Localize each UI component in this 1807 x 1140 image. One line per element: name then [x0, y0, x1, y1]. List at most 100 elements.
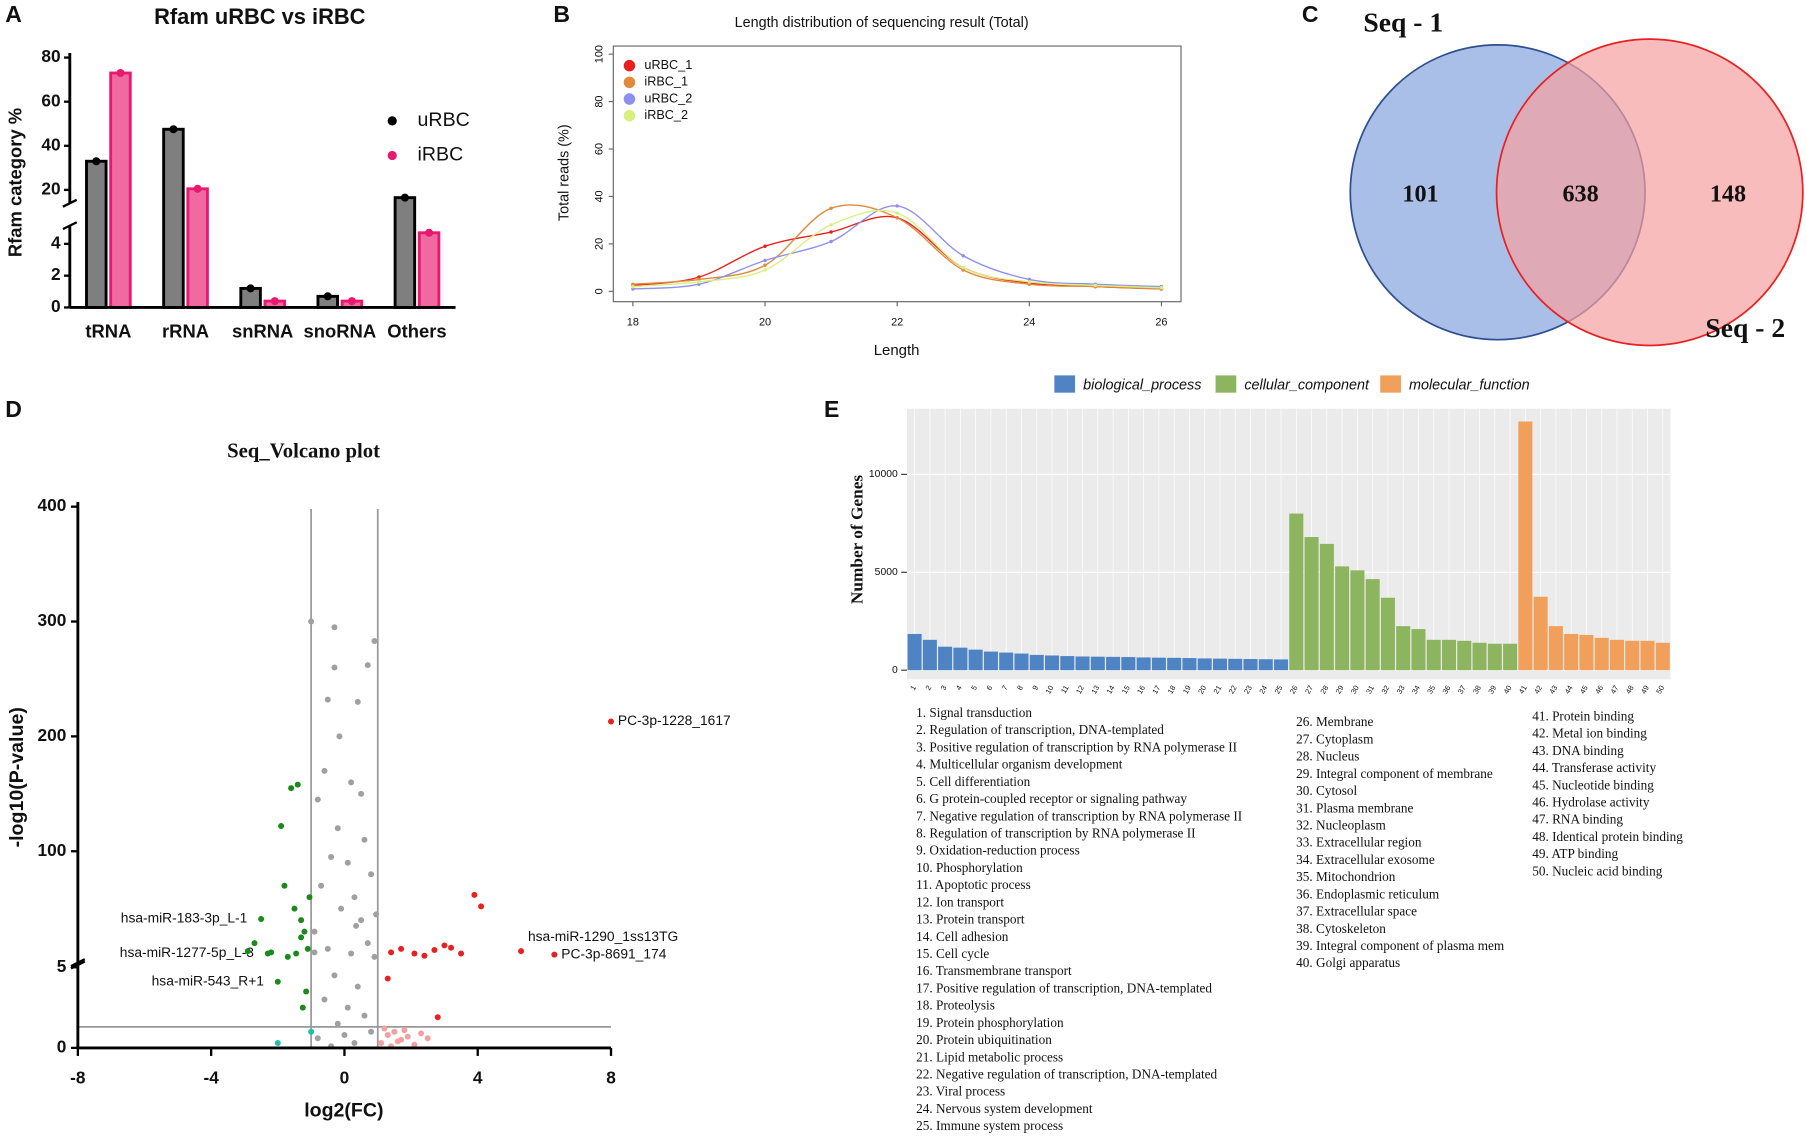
term-label: 42. Metal ion binding [1532, 726, 1647, 741]
point [358, 917, 365, 924]
term-label: 36. Endoplasmic reticulum [1296, 886, 1440, 901]
term-label: 50. Nucleic acid binding [1532, 863, 1662, 878]
bar [1029, 654, 1044, 671]
bar [1090, 656, 1105, 671]
plot-frame [612, 45, 1182, 303]
bar [1594, 637, 1609, 671]
x-tick-label: 22 [891, 316, 903, 328]
x-tick-label: 0 [340, 1068, 350, 1088]
x-tick-label: 24 [1023, 316, 1035, 328]
x-tick-label: 16 [1135, 684, 1147, 696]
y-tick-label: 20 [41, 178, 60, 198]
set-circle [1495, 38, 1804, 347]
point [763, 244, 767, 248]
x-tick-label: 4 [954, 684, 964, 692]
point [394, 1038, 401, 1045]
term-label: 2. Regulation of transcription, DNA-temp… [916, 722, 1164, 737]
point [763, 263, 767, 267]
bar [393, 196, 417, 309]
x-tick-label: 27 [1303, 684, 1315, 696]
bar [1289, 513, 1304, 671]
bar [417, 231, 441, 309]
point [895, 204, 899, 208]
y-tick-label: 300 [38, 610, 67, 630]
point [348, 950, 355, 957]
x-axis-label: Length [874, 342, 920, 359]
bar [1396, 626, 1411, 671]
x-tick-label: 24 [1257, 684, 1269, 696]
x-tick-label: 26 [1155, 316, 1167, 328]
y-tick-label: 40 [593, 190, 605, 202]
x-tick-label: 10 [1043, 684, 1055, 696]
bar [1441, 639, 1457, 671]
bar [1167, 657, 1182, 671]
point-label: hsa-miR-1290_1ss13TG [528, 928, 678, 944]
bar [1365, 579, 1380, 671]
term-label: 13. Protein transport [916, 912, 1025, 927]
point [361, 836, 368, 843]
x-tick-label: 33 [1395, 684, 1407, 696]
point [398, 945, 405, 952]
x-tick-label: 20 [759, 316, 771, 328]
x-tick-label: 14 [1105, 684, 1117, 696]
term-label: 5. Cell differentiation [916, 774, 1030, 789]
term-label: 4. Multicellular organism development [916, 757, 1123, 772]
bar-cap [246, 284, 255, 293]
point [431, 947, 438, 954]
x-tick-label: 44 [1563, 684, 1575, 696]
x-tick-label: 3 [939, 684, 949, 692]
bar [1228, 658, 1243, 671]
point [697, 282, 701, 286]
x-tick-label: 38 [1471, 684, 1483, 696]
point [251, 940, 258, 947]
set-label: Seq - 1 [1363, 7, 1443, 38]
point [418, 1030, 425, 1037]
axis-break [62, 198, 78, 208]
bar [922, 639, 937, 671]
bar [1136, 657, 1151, 671]
y-tick-label: 100 [38, 840, 67, 860]
x-tick-label: 34 [1410, 684, 1422, 696]
point [961, 265, 965, 270]
legend-marker [623, 59, 636, 72]
bar [1258, 659, 1273, 671]
bar [1304, 537, 1319, 671]
bar-cap [347, 297, 356, 306]
point [308, 618, 315, 625]
y-tick-label: 10000 [869, 469, 898, 480]
point [364, 940, 371, 947]
point [278, 822, 285, 829]
point [314, 796, 321, 803]
x-tick-label: 35 [1425, 684, 1437, 696]
point [763, 258, 767, 263]
x-tick-label: 21 [1211, 684, 1223, 696]
point-label: hsa-miR-183-3p_L-1 [121, 910, 248, 926]
term-label: 11. Apoptotic process [916, 877, 1031, 892]
panel-letter: E [824, 396, 839, 422]
bar [1319, 543, 1334, 671]
point [364, 662, 371, 669]
point [551, 951, 558, 958]
point [351, 1040, 358, 1047]
point [351, 894, 358, 901]
point [697, 275, 701, 279]
x-tick-label: 1 [908, 684, 918, 692]
point [299, 1004, 306, 1011]
panel-letter: D [5, 396, 22, 422]
point [411, 1041, 418, 1048]
point [306, 894, 313, 901]
point [354, 698, 361, 705]
x-tick-label: 18 [627, 316, 639, 328]
y-tick-label: 5000 [875, 567, 898, 578]
term-label: 33. Extracellular region [1296, 835, 1422, 850]
point [291, 905, 298, 912]
panel-letter: B [553, 1, 570, 27]
bar [1457, 640, 1472, 671]
point [301, 928, 308, 935]
y-tick-label: 400 [38, 495, 67, 515]
bar [1060, 656, 1075, 671]
x-tick-label: 5 [969, 684, 979, 692]
legend-label: uRBC_2 [644, 91, 692, 105]
term-label: 43. DNA binding [1532, 743, 1624, 758]
point [1027, 280, 1032, 284]
